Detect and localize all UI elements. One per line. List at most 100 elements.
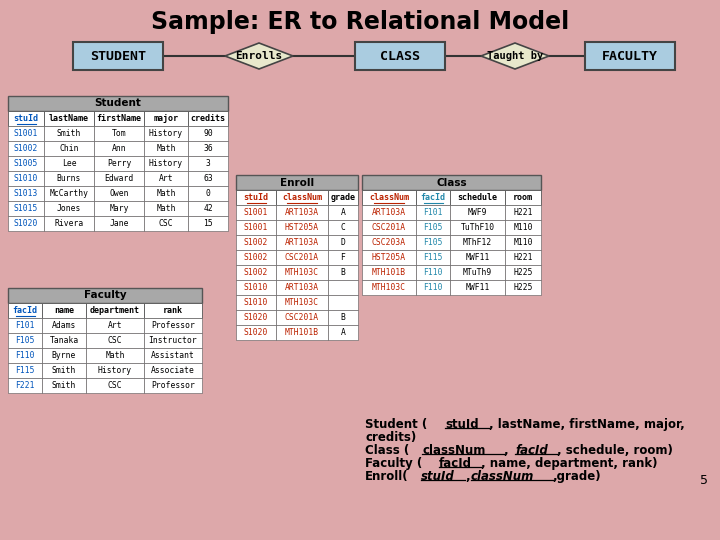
Text: classNum: classNum bbox=[369, 193, 409, 202]
Text: , schedule, room): , schedule, room) bbox=[557, 444, 673, 457]
Text: McCarthy: McCarthy bbox=[50, 189, 89, 198]
Text: FACULTY: FACULTY bbox=[602, 50, 658, 63]
Text: H225: H225 bbox=[513, 268, 533, 277]
Text: S1001: S1001 bbox=[14, 129, 38, 138]
Text: 63: 63 bbox=[203, 174, 213, 183]
Text: History: History bbox=[149, 129, 183, 138]
FancyBboxPatch shape bbox=[450, 220, 505, 235]
Text: name: name bbox=[54, 306, 74, 315]
Text: rank: rank bbox=[163, 306, 183, 315]
Text: F105: F105 bbox=[423, 238, 443, 247]
FancyBboxPatch shape bbox=[144, 171, 188, 186]
Text: CSC203A: CSC203A bbox=[372, 238, 406, 247]
Text: CSC201A: CSC201A bbox=[372, 223, 406, 232]
FancyBboxPatch shape bbox=[188, 186, 228, 201]
FancyBboxPatch shape bbox=[505, 280, 541, 295]
FancyBboxPatch shape bbox=[236, 280, 276, 295]
FancyBboxPatch shape bbox=[144, 201, 188, 216]
FancyBboxPatch shape bbox=[144, 126, 188, 141]
Text: 90: 90 bbox=[203, 129, 213, 138]
Text: F115: F115 bbox=[15, 366, 35, 375]
Text: MTH103C: MTH103C bbox=[285, 298, 319, 307]
FancyBboxPatch shape bbox=[8, 333, 42, 348]
FancyBboxPatch shape bbox=[8, 171, 44, 186]
FancyBboxPatch shape bbox=[8, 111, 44, 126]
Text: Enroll(: Enroll( bbox=[365, 470, 409, 483]
FancyBboxPatch shape bbox=[144, 141, 188, 156]
Text: Burns: Burns bbox=[57, 174, 81, 183]
Text: MWF11: MWF11 bbox=[465, 253, 490, 262]
FancyBboxPatch shape bbox=[276, 325, 328, 340]
FancyBboxPatch shape bbox=[416, 220, 450, 235]
Text: department: department bbox=[90, 306, 140, 315]
FancyBboxPatch shape bbox=[236, 235, 276, 250]
Text: S1002: S1002 bbox=[244, 238, 268, 247]
Text: stuId: stuId bbox=[421, 470, 455, 483]
Text: ,: , bbox=[504, 444, 513, 457]
FancyBboxPatch shape bbox=[416, 280, 450, 295]
FancyBboxPatch shape bbox=[416, 250, 450, 265]
FancyBboxPatch shape bbox=[144, 378, 202, 393]
FancyBboxPatch shape bbox=[188, 126, 228, 141]
Text: Math: Math bbox=[156, 144, 176, 153]
Text: classNum: classNum bbox=[471, 470, 534, 483]
FancyBboxPatch shape bbox=[236, 250, 276, 265]
FancyBboxPatch shape bbox=[276, 310, 328, 325]
Text: S1020: S1020 bbox=[244, 328, 268, 337]
Text: MWF11: MWF11 bbox=[465, 283, 490, 292]
Text: stuId: stuId bbox=[446, 418, 479, 431]
FancyBboxPatch shape bbox=[144, 216, 188, 231]
Text: F110: F110 bbox=[423, 283, 443, 292]
Text: Ann: Ann bbox=[112, 144, 126, 153]
Text: facId: facId bbox=[420, 193, 446, 202]
FancyBboxPatch shape bbox=[144, 333, 202, 348]
FancyBboxPatch shape bbox=[8, 318, 42, 333]
FancyBboxPatch shape bbox=[362, 250, 416, 265]
Text: CSC: CSC bbox=[158, 219, 174, 228]
Text: S1001: S1001 bbox=[244, 223, 268, 232]
FancyBboxPatch shape bbox=[236, 220, 276, 235]
FancyBboxPatch shape bbox=[276, 295, 328, 310]
Text: H221: H221 bbox=[513, 208, 533, 217]
FancyBboxPatch shape bbox=[416, 190, 450, 205]
FancyBboxPatch shape bbox=[94, 111, 144, 126]
FancyBboxPatch shape bbox=[328, 235, 358, 250]
Text: 5: 5 bbox=[700, 474, 708, 487]
Polygon shape bbox=[481, 43, 549, 69]
FancyBboxPatch shape bbox=[236, 295, 276, 310]
Text: Enrolls: Enrolls bbox=[235, 51, 283, 61]
Text: Chin: Chin bbox=[59, 144, 78, 153]
Text: Associate: Associate bbox=[151, 366, 195, 375]
Text: Jones: Jones bbox=[57, 204, 81, 213]
Text: Owen: Owen bbox=[109, 189, 129, 198]
Text: Byrne: Byrne bbox=[52, 351, 76, 360]
FancyBboxPatch shape bbox=[94, 216, 144, 231]
FancyBboxPatch shape bbox=[188, 141, 228, 156]
Text: Taught by: Taught by bbox=[487, 51, 543, 61]
Text: Math: Math bbox=[105, 351, 125, 360]
Text: S1010: S1010 bbox=[244, 298, 268, 307]
FancyBboxPatch shape bbox=[44, 201, 94, 216]
Text: Mary: Mary bbox=[109, 204, 129, 213]
FancyBboxPatch shape bbox=[236, 310, 276, 325]
Text: F110: F110 bbox=[423, 268, 443, 277]
Text: Edward: Edward bbox=[104, 174, 134, 183]
FancyBboxPatch shape bbox=[362, 175, 541, 190]
FancyBboxPatch shape bbox=[236, 265, 276, 280]
FancyBboxPatch shape bbox=[44, 156, 94, 171]
Text: facId: facId bbox=[12, 306, 37, 315]
Text: Art: Art bbox=[108, 321, 122, 330]
FancyBboxPatch shape bbox=[276, 250, 328, 265]
Text: S1002: S1002 bbox=[244, 268, 268, 277]
FancyBboxPatch shape bbox=[450, 235, 505, 250]
FancyBboxPatch shape bbox=[188, 171, 228, 186]
Text: Smith: Smith bbox=[57, 129, 81, 138]
FancyBboxPatch shape bbox=[505, 205, 541, 220]
Text: F105: F105 bbox=[423, 223, 443, 232]
Text: ART103A: ART103A bbox=[285, 208, 319, 217]
FancyBboxPatch shape bbox=[44, 141, 94, 156]
FancyBboxPatch shape bbox=[450, 250, 505, 265]
FancyBboxPatch shape bbox=[450, 190, 505, 205]
FancyBboxPatch shape bbox=[94, 186, 144, 201]
Text: Smith: Smith bbox=[52, 366, 76, 375]
